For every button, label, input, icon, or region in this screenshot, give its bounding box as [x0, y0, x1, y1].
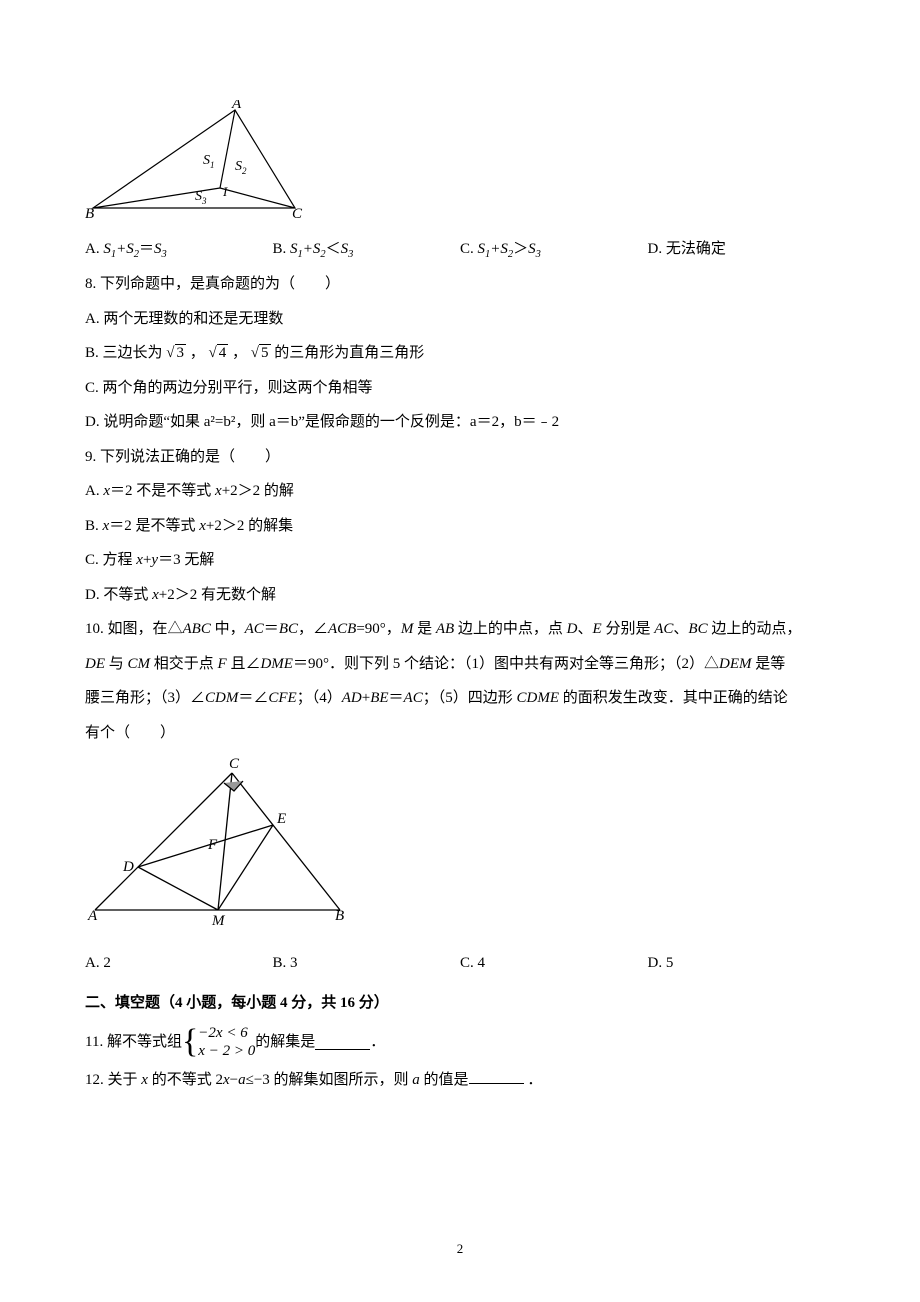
q9-stem: 9. 下列说法正确的是（ ）: [85, 443, 835, 472]
q11-blank[interactable]: [315, 1034, 370, 1050]
sqrt-4: √4: [209, 339, 229, 368]
q12-blank[interactable]: [469, 1068, 524, 1084]
q12: 12. 关于 x 的不等式 2x−a≤−3 的解集如图所示，则 a 的值是 ．: [85, 1066, 835, 1095]
q7-option-c: C. S1+S2＞S3: [460, 235, 648, 265]
brace-icon: {: [182, 1024, 198, 1060]
q12-after: ．: [524, 1072, 543, 1088]
q10-figure: A B C D E F M: [85, 755, 835, 941]
q10-option-d: D. 5: [648, 949, 836, 978]
q11-suffix: 的解集是: [255, 1028, 315, 1057]
q11-system: −2x < 6 x − 2 > 0: [198, 1024, 255, 1060]
q10-label-a: A: [87, 908, 98, 924]
q9-option-b: B. x＝2 是不等式 x+2＞2 的解集: [85, 512, 835, 541]
q8-stem: 8. 下列命题中，是真命题的为（ ）: [85, 270, 835, 299]
opt-c-prefix: C.: [460, 241, 478, 257]
region-s1: S1: [203, 153, 215, 170]
q7-options: A. S1+S2＝S3 B. S1+S2＜S3 C. S1+S2＞S3 D. 无…: [85, 235, 835, 265]
sqrt-3: √3: [166, 339, 186, 368]
q8-option-c: C. 两个角的两边分别平行，则这两个角相等: [85, 374, 835, 403]
q8-option-d: D. 说明命题“如果 a²=b²，则 a＝b”是假命题的一个反例是：a＝2，b＝…: [85, 408, 835, 437]
opt-a-prefix: A.: [85, 241, 103, 257]
q10-stem-l4: 有个（ ）: [85, 719, 835, 748]
region-s3: S3: [195, 189, 207, 206]
q11-period: ．: [370, 1028, 385, 1057]
q10-label-b: B: [335, 908, 344, 924]
page-number: 2: [457, 1237, 464, 1262]
region-s2: S2: [235, 159, 247, 176]
section-2-heading: 二、填空题（4 小题，每小题 4 分，共 16 分）: [85, 989, 835, 1018]
point-i-label: I: [222, 184, 228, 199]
q9-option-c: C. 方程 x+y＝3 无解: [85, 546, 835, 575]
q11-prefix: 11. 解不等式组: [85, 1028, 182, 1057]
q10-stem-l3: 腰三角形；（3）∠CDM＝∠CFE；（4）AD+BE＝AC；（5）四边形 CDM…: [85, 684, 835, 713]
q10-options: A. 2 B. 3 C. 4 D. 5: [85, 949, 835, 978]
q10-stem-l2: DE 与 CM 相交于点 F 且∠DME＝90°．则下列 5 个结论：（1）图中…: [85, 650, 835, 679]
q10-label-m: M: [211, 913, 226, 929]
q10-option-a: A. 2: [85, 949, 273, 978]
q9-option-a: A. x＝2 不是不等式 x+2＞2 的解: [85, 477, 835, 506]
sqrt-5: √5: [251, 339, 271, 368]
opt-b-prefix: B.: [273, 241, 291, 257]
q10-option-c: C. 4: [460, 949, 648, 978]
q8b-suffix: 的三角形为直角三角形: [274, 345, 424, 361]
opt-a-expr: S1+S2＝S3: [103, 241, 166, 257]
page: A B C I S1 S2 S3 A. S1+S2＝S3 B. S1+S2＜S3…: [0, 0, 920, 1302]
q10-label-c: C: [229, 756, 240, 772]
q8b-sep2: ，: [228, 345, 247, 361]
q7-option-d: D. 无法确定: [648, 235, 836, 265]
opt-c-expr: S1+S2＞S3: [478, 241, 541, 257]
q7-option-a: A. S1+S2＝S3: [85, 235, 273, 265]
q7-option-b: B. S1+S2＜S3: [273, 235, 461, 265]
opt-d-text: 无法确定: [666, 241, 726, 257]
q8b-sep1: ，: [186, 345, 205, 361]
q11: 11. 解不等式组 { −2x < 6 x − 2 > 0 的解集是 ．: [85, 1024, 835, 1060]
q9-option-d: D. 不等式 x+2＞2 有无数个解: [85, 581, 835, 610]
vertex-c-label: C: [292, 206, 303, 220]
q8-option-b: B. 三边长为 √3 ， √4 ， √5 的三角形为直角三角形: [85, 339, 835, 368]
q10-stem-l1: 10. 如图，在△ABC 中，AC＝BC，∠ACB=90°，M 是 AB 边上的…: [85, 615, 835, 644]
vertex-a-label: A: [231, 100, 242, 112]
q8b-prefix: B. 三边长为: [85, 345, 163, 361]
q8-option-a: A. 两个无理数的和还是无理数: [85, 305, 835, 334]
q10-label-e: E: [276, 811, 286, 827]
q10-label-d: D: [122, 859, 134, 875]
q7-figure: A B C I S1 S2 S3: [85, 100, 835, 231]
opt-d-prefix: D.: [648, 241, 666, 257]
q10-label-f: F: [207, 837, 218, 853]
opt-b-expr: S1+S2＜S3: [290, 241, 353, 257]
q10-option-b: B. 3: [273, 949, 461, 978]
vertex-b-label: B: [85, 206, 94, 220]
